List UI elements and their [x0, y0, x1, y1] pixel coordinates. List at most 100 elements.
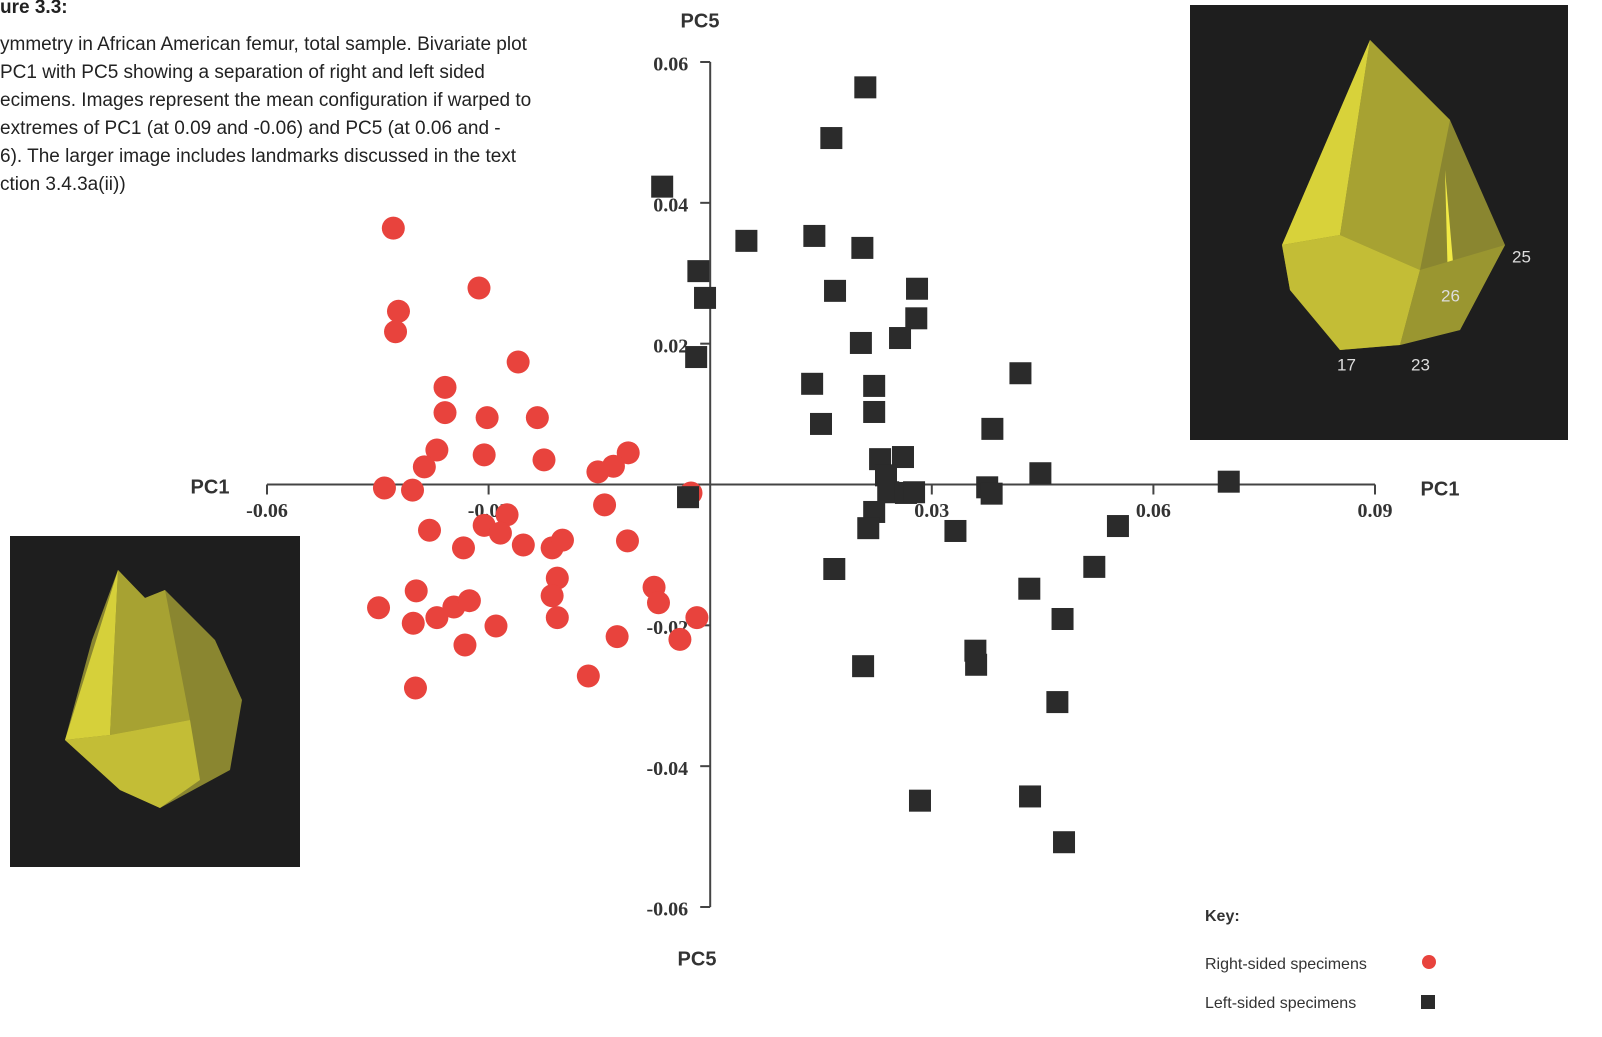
point — [433, 401, 457, 425]
landmark-label: 26 — [1441, 286, 1460, 305]
y-axis-label: PC5 — [678, 948, 717, 970]
point — [965, 653, 988, 676]
point — [889, 327, 912, 350]
point — [905, 307, 928, 330]
point — [381, 216, 405, 240]
y-tick-label: 0.04 — [653, 194, 688, 216]
caption-line: extremes of PC1 (at 0.09 and -0.06) and … — [0, 118, 501, 139]
caption-line: ure 3.3: — [0, 0, 68, 18]
x-tick-label: 0.06 — [1136, 500, 1171, 522]
y-axis-label: PC5 — [681, 10, 720, 32]
point — [451, 536, 475, 560]
point — [908, 789, 931, 812]
point — [372, 476, 396, 500]
shape-face — [1445, 170, 1455, 285]
point — [475, 406, 499, 430]
point — [810, 412, 832, 435]
point — [801, 372, 824, 395]
caption-line: ymmetry in African American femur, total… — [0, 34, 528, 55]
point — [412, 455, 436, 479]
point — [1018, 577, 1041, 600]
point — [857, 517, 880, 540]
caption: ure 3.3: ymmetry in African American fem… — [0, 0, 531, 195]
point — [525, 406, 549, 430]
point — [616, 441, 640, 465]
plot: PC1 PC1 PC5 PC5 -0.06 -0.03 0.03 0.06 0.090.… — [191, 10, 1460, 970]
point — [545, 566, 569, 590]
point — [1051, 607, 1074, 630]
caption-line: ecimens. Images represent the mean confi… — [0, 90, 531, 111]
point — [1053, 831, 1076, 854]
x-axis-label: PC1 — [191, 476, 230, 498]
point — [418, 518, 442, 542]
point — [433, 375, 457, 399]
point — [863, 374, 886, 397]
point — [685, 346, 708, 369]
point — [1009, 362, 1032, 385]
point — [615, 529, 639, 553]
shape-face — [1282, 235, 1420, 350]
point — [1019, 785, 1042, 808]
point — [605, 625, 629, 649]
point — [851, 236, 874, 259]
shape-image-small — [10, 536, 300, 867]
point — [367, 596, 391, 620]
point — [403, 676, 427, 700]
point — [852, 655, 875, 678]
point — [1029, 462, 1052, 485]
point — [875, 464, 898, 487]
point — [646, 591, 670, 615]
point — [854, 76, 877, 99]
point — [586, 460, 610, 484]
point — [694, 286, 717, 309]
point — [532, 448, 556, 472]
caption-line: PC1 with PC5 showing a separation of rig… — [0, 62, 485, 83]
point — [1217, 470, 1240, 493]
point — [803, 224, 826, 247]
legend-label: Right-sided specimens — [1205, 956, 1367, 973]
y-tick-label: 0.02 — [653, 335, 688, 357]
point — [576, 664, 600, 688]
point — [472, 443, 496, 467]
point — [550, 528, 574, 552]
point — [863, 400, 886, 423]
point — [906, 277, 929, 300]
point — [944, 519, 967, 542]
caption-line: ction 3.4.3a(ii)) — [0, 174, 126, 195]
landmark-label: 23 — [1411, 355, 1430, 374]
point — [467, 276, 491, 300]
point — [849, 331, 872, 354]
point — [820, 127, 843, 150]
x-axis-label: PC1 — [1421, 478, 1460, 500]
legend-marker — [1421, 995, 1435, 1009]
point — [651, 175, 674, 198]
x-tick-label: 0.09 — [1358, 500, 1393, 522]
point — [453, 633, 477, 657]
point — [1083, 555, 1106, 578]
point — [488, 521, 512, 545]
point — [404, 579, 428, 603]
shape-face — [1340, 40, 1450, 270]
point — [668, 627, 692, 651]
point — [401, 611, 425, 635]
y-tick-label: -0.06 — [647, 899, 689, 921]
point — [685, 606, 709, 630]
point — [687, 260, 710, 283]
point — [401, 478, 425, 502]
point — [425, 438, 449, 462]
point — [891, 446, 914, 469]
point — [735, 229, 758, 252]
shape-face — [1282, 40, 1370, 245]
landmark-label: 17 — [1337, 355, 1356, 374]
point — [677, 486, 700, 509]
legend-marker — [1422, 955, 1436, 969]
point — [506, 350, 530, 374]
legend: Key: Right-sided specimens Left-sided sp… — [1205, 908, 1436, 1012]
shape-face — [1400, 245, 1505, 345]
shape-face — [65, 720, 200, 808]
y-tick-label: -0.04 — [647, 758, 689, 780]
shape-face — [65, 570, 118, 740]
point — [484, 614, 508, 638]
x-tick-label: -0.06 — [246, 500, 288, 522]
